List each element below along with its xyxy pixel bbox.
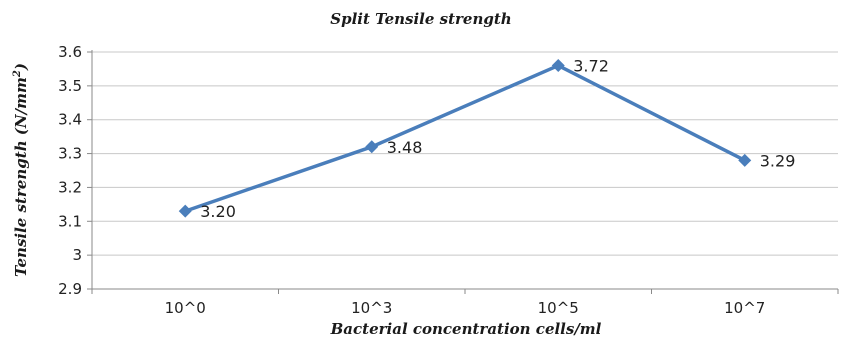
data-label: 3.48: [387, 138, 423, 157]
data-point-marker: [738, 153, 752, 167]
x-axis-title: Bacterial concentration cells/ml: [330, 320, 602, 338]
y-tick-label: 3.4: [58, 111, 82, 129]
data-point-marker: [365, 140, 379, 154]
y-tick-labels: 2.9 3 3.1 3.2 3.3 3.4 3.5 3.6: [58, 43, 82, 298]
y-tick-label: 3.3: [58, 145, 82, 163]
y-tick-label: 3.2: [58, 178, 82, 196]
y-axis-title-end: ): [12, 63, 30, 71]
data-label: 3.72: [573, 57, 609, 76]
data-label: 3.29: [760, 151, 796, 170]
x-tick-labels: 10^0 10^3 10^5 10^7: [91, 289, 839, 317]
y-axis-title: Tensile strength (N/mm2): [12, 63, 30, 277]
data-label: 3.20: [200, 202, 236, 221]
y-tick-label: 3.1: [58, 212, 82, 230]
data-point-marker: [178, 204, 192, 218]
series-line: [184, 63, 746, 213]
x-tick-label: 10^5: [538, 299, 579, 317]
chart-title: Split Tensile strength: [330, 10, 511, 28]
y-tick-label: 2.9: [58, 280, 82, 298]
y-tick-label: 3.5: [58, 77, 82, 95]
y-tick-label: 3.6: [58, 43, 82, 61]
y-axis-title-main: Tensile strength (N/mm: [12, 77, 30, 277]
y-tick-label: 3: [72, 246, 82, 264]
data-point-marker: [551, 59, 565, 73]
y-axis-title-sup: 2: [12, 70, 23, 78]
x-tick-label: 10^7: [724, 299, 765, 317]
series-layer: [178, 59, 752, 218]
grid-lines: [87, 51, 838, 290]
data-labels: 3.20 3.48 3.72 3.29: [200, 57, 795, 222]
x-tick-label: 10^3: [351, 299, 392, 317]
x-tick-label: 10^0: [165, 299, 206, 317]
